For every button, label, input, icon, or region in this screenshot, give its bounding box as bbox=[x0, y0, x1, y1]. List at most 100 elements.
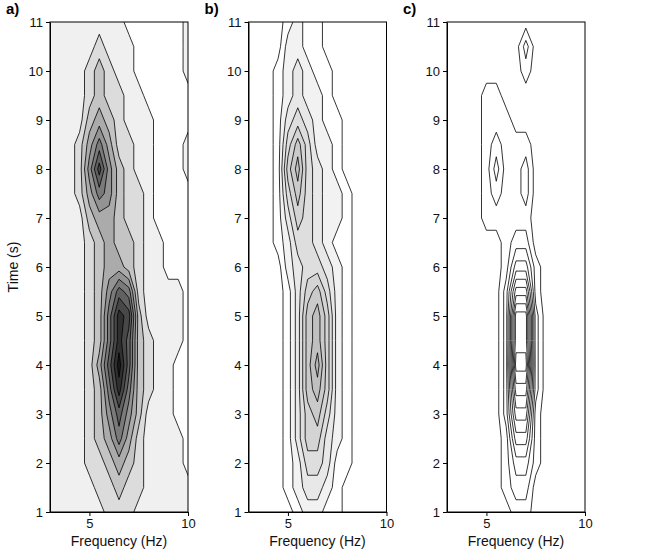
tick-mark bbox=[245, 22, 249, 23]
tick: 10 bbox=[426, 64, 447, 79]
tick-mark bbox=[46, 169, 50, 170]
tick: 7 bbox=[36, 211, 50, 226]
tick-label: 7 bbox=[433, 211, 440, 226]
axis-line bbox=[448, 512, 586, 513]
y-axis: 1234567891011 bbox=[426, 15, 448, 520]
contour-level bbox=[508, 261, 534, 457]
tick: 10 bbox=[29, 64, 50, 79]
tick: 2 bbox=[234, 456, 248, 471]
tick: 1 bbox=[36, 505, 50, 520]
tick-mark bbox=[443, 365, 447, 366]
x-axis: 5 10 bbox=[448, 512, 593, 531]
tick-mark bbox=[46, 414, 50, 415]
axis-line bbox=[447, 23, 448, 513]
tick: 10 bbox=[578, 512, 592, 531]
tick-label: 6 bbox=[234, 260, 241, 275]
tick: 4 bbox=[36, 358, 50, 373]
tick: 9 bbox=[234, 113, 248, 128]
tick-mark bbox=[46, 71, 50, 72]
tick-label: 9 bbox=[433, 113, 440, 128]
axis-line bbox=[50, 23, 51, 513]
axis-title: Frequency (Hz) bbox=[468, 533, 564, 549]
tick-label: 1 bbox=[433, 505, 440, 520]
x-axis: 5 10 bbox=[51, 512, 196, 531]
tick-label: 1 bbox=[36, 505, 43, 520]
contour-level bbox=[88, 126, 136, 457]
contour-level bbox=[273, 22, 352, 512]
contour-level bbox=[282, 59, 336, 500]
tick-label: 5 bbox=[433, 309, 440, 324]
tick-label: 11 bbox=[427, 15, 441, 30]
contour-level bbox=[514, 312, 527, 383]
tick: 7 bbox=[234, 211, 248, 226]
panel-label: b) bbox=[205, 0, 219, 17]
tick-mark bbox=[245, 218, 249, 219]
tick-mark bbox=[46, 218, 50, 219]
tick: 10 bbox=[380, 512, 394, 531]
tick-mark bbox=[46, 463, 50, 464]
contour-layer bbox=[447, 22, 585, 512]
tick-mark bbox=[245, 414, 249, 415]
tick: 5 bbox=[285, 512, 292, 531]
tick-label: 10 bbox=[380, 516, 394, 531]
tick-mark bbox=[443, 71, 447, 72]
y-axis: 1234567891011 bbox=[227, 15, 249, 520]
tick: 6 bbox=[433, 260, 447, 275]
tick-label: 6 bbox=[433, 260, 440, 275]
tick-label: 2 bbox=[433, 456, 440, 471]
contour-level bbox=[114, 310, 124, 396]
tick-label: 2 bbox=[36, 456, 43, 471]
axis-title: Time (s) bbox=[5, 242, 21, 293]
axis-title: Frequency (Hz) bbox=[71, 533, 167, 549]
axis-line bbox=[249, 23, 250, 513]
contour-level bbox=[98, 163, 130, 408]
tick-label: 11 bbox=[30, 15, 44, 30]
contour-layer bbox=[50, 22, 188, 512]
tick-mark bbox=[443, 169, 447, 170]
tick-label: 10 bbox=[578, 516, 592, 531]
tick: 9 bbox=[433, 113, 447, 128]
tick-label: 8 bbox=[36, 162, 43, 177]
axis-line bbox=[249, 512, 387, 513]
contour-level bbox=[85, 108, 138, 476]
tick-label: 4 bbox=[36, 358, 43, 373]
tick-label: 9 bbox=[234, 113, 241, 128]
contour-level bbox=[515, 353, 526, 371]
contour-level bbox=[510, 279, 532, 432]
contour-level bbox=[494, 157, 535, 476]
tick: 4 bbox=[433, 358, 447, 373]
tick-mark bbox=[245, 169, 249, 170]
plot-frame bbox=[249, 22, 387, 512]
contour-level bbox=[482, 28, 544, 512]
tick-label: 3 bbox=[36, 407, 43, 422]
panel: 5101234567891011Frequency (Hz)b) bbox=[205, 0, 395, 549]
contour-level bbox=[315, 353, 319, 378]
tick-mark bbox=[443, 316, 447, 317]
tick-label: 4 bbox=[234, 358, 241, 373]
tick-mark bbox=[443, 22, 447, 23]
tick-label: 3 bbox=[234, 407, 241, 422]
panel: 5101234567891011Frequency (Hz)Time (s)a) bbox=[5, 0, 196, 549]
tick-label: 5 bbox=[483, 516, 490, 531]
tick-label: 8 bbox=[234, 162, 241, 177]
contour-level bbox=[489, 40, 538, 499]
tick-label: 10 bbox=[181, 516, 195, 531]
tick: 1 bbox=[433, 505, 447, 520]
tick: 5 bbox=[234, 309, 248, 324]
tick-mark bbox=[245, 463, 249, 464]
contour-level bbox=[512, 296, 530, 408]
tick-label: 9 bbox=[36, 113, 43, 128]
contour-level bbox=[290, 138, 325, 426]
axis-line bbox=[51, 512, 189, 513]
tick: 7 bbox=[433, 211, 447, 226]
tick-mark bbox=[245, 120, 249, 121]
tick: 11 bbox=[30, 15, 51, 30]
contour-level bbox=[91, 138, 134, 444]
plot-background bbox=[447, 22, 585, 512]
panel-label: a) bbox=[6, 0, 19, 17]
tick-mark bbox=[245, 512, 249, 513]
tick-label: 5 bbox=[86, 516, 93, 531]
tick: 4 bbox=[234, 358, 248, 373]
tick: 3 bbox=[433, 407, 447, 422]
plot-frame bbox=[50, 22, 188, 512]
